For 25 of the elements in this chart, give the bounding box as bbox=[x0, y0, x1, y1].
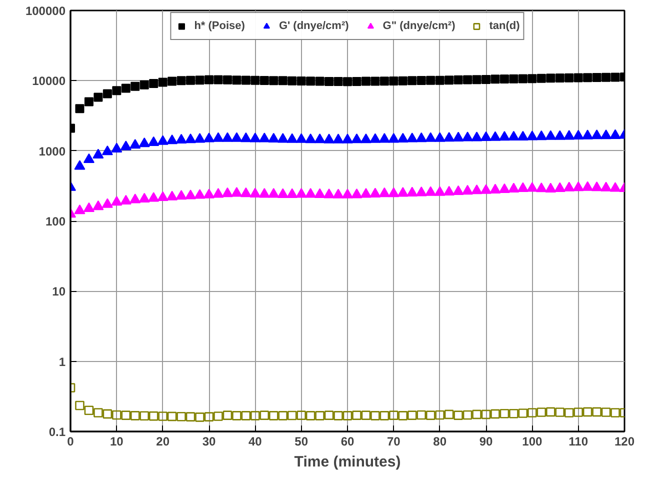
y-tick-label: 0.1 bbox=[48, 425, 66, 439]
x-tick-label: 100 bbox=[522, 434, 543, 448]
x-tick-label: 110 bbox=[568, 434, 588, 448]
y-tick-label: 1000 bbox=[38, 144, 66, 158]
x-axis-title: Time (minutes) bbox=[294, 454, 401, 470]
legend-label: h* (Poise) bbox=[194, 20, 245, 32]
x-tick-label: 40 bbox=[248, 434, 262, 448]
x-tick-label: 20 bbox=[156, 434, 170, 448]
legend-label: G" (dnye/cm²) bbox=[382, 20, 456, 32]
x-tick-label: 0 bbox=[67, 434, 74, 448]
y-tick-label: 1 bbox=[58, 354, 66, 369]
x-tick-label: 90 bbox=[479, 434, 493, 448]
y-tick-label: 100000 bbox=[25, 4, 66, 18]
y-tick-label: 10 bbox=[52, 284, 66, 299]
x-tick-label: 30 bbox=[202, 434, 216, 448]
x-tick-label: 10 bbox=[110, 434, 124, 448]
x-tick-label: 70 bbox=[386, 434, 401, 448]
y-tick-label: 100 bbox=[45, 214, 66, 228]
legend-label: tan(d) bbox=[489, 20, 520, 32]
x-tick-label: 120 bbox=[614, 434, 635, 448]
x-tick-label: 80 bbox=[433, 434, 447, 448]
x-tick-label: 60 bbox=[340, 434, 354, 448]
x-tick-label: 50 bbox=[294, 434, 308, 448]
legend-label: G' (dnye/cm²) bbox=[278, 20, 349, 32]
y-tick-label: 10000 bbox=[32, 74, 66, 88]
